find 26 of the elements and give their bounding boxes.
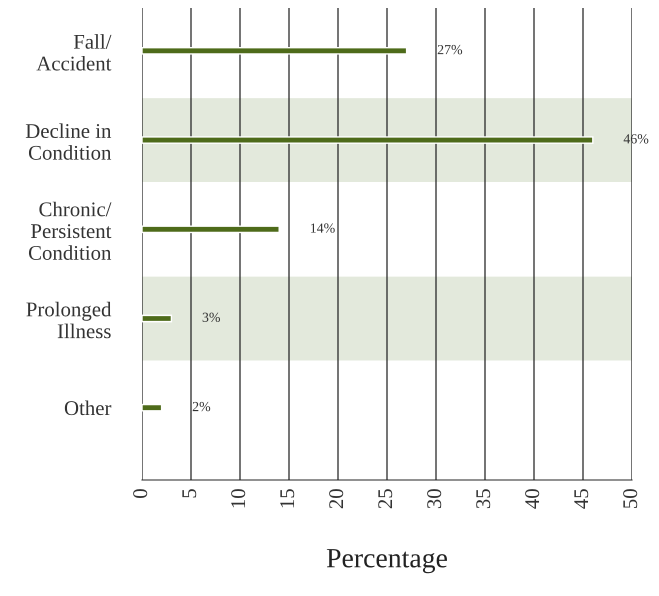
bar	[142, 47, 408, 55]
bar	[142, 136, 594, 144]
bar	[142, 314, 172, 322]
data-label: 27%	[438, 44, 462, 54]
y-tick-label: Prolonged Illness	[26, 302, 112, 338]
x-tick-label: 20	[329, 489, 344, 508]
data-label: 14%	[310, 223, 335, 233]
x-tick-label: 10	[231, 489, 246, 508]
data-label: 3%	[202, 312, 220, 322]
x-tick-label: 0	[133, 489, 148, 498]
x-axis-title: Percentage	[326, 549, 447, 574]
data-label: 2%	[192, 402, 210, 412]
bar	[142, 404, 162, 412]
x-tick-label: 30	[427, 489, 442, 508]
x-tick-label: 35	[476, 489, 490, 508]
x-tick-label: 50	[623, 489, 638, 508]
x-tick-label: 5	[182, 489, 196, 498]
x-tick-label: 40	[525, 489, 540, 509]
y-tick-label: Fall/ Accident	[36, 34, 112, 71]
y-tick-label: Decline in Condition	[26, 123, 112, 160]
x-tick-label: 15	[280, 489, 294, 508]
y-tick-label: Other	[64, 400, 112, 416]
bar	[142, 225, 280, 234]
y-tick-label: Chronic/ Persistent Condition	[28, 202, 112, 260]
x-tick-label: 45	[574, 489, 588, 509]
x-tick-label: 25	[378, 489, 392, 508]
